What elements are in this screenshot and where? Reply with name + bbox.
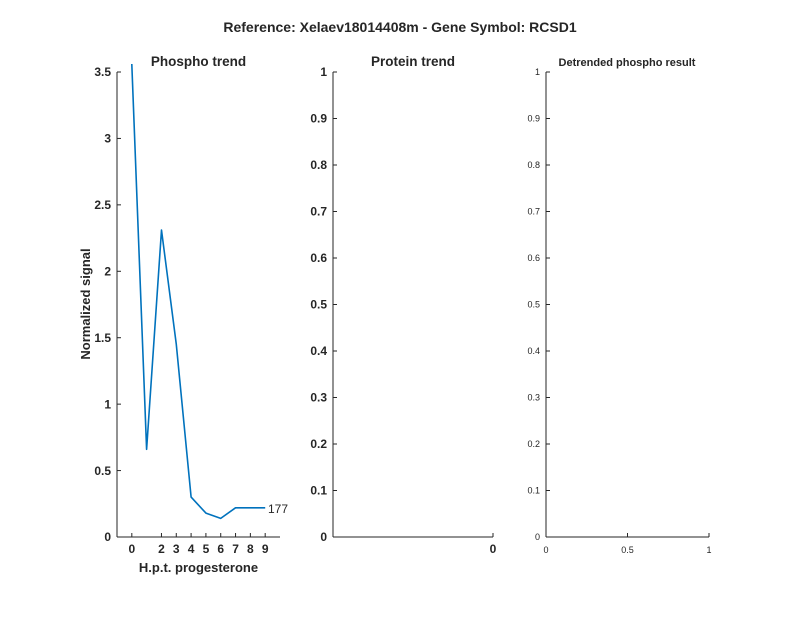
phospho-x-tick-label: 6 xyxy=(217,542,224,556)
protein-y-tick-label: 0.3 xyxy=(310,391,327,405)
phospho-y-tick-label: 0 xyxy=(104,530,111,544)
detrended-x-tick-label: 0.5 xyxy=(621,545,634,555)
panel-phospho-title: Phospho trend xyxy=(151,54,246,69)
phospho-y-axis: 0 0.5 1 1.5 2 2.5 3 3.5 xyxy=(94,65,121,544)
detrended-y-tick-label: 0.3 xyxy=(527,393,540,403)
detrended-y-tick-label: 0.5 xyxy=(527,300,540,310)
phospho-x-tick-label: 0 xyxy=(128,542,135,556)
detrended-x-tick-label: 1 xyxy=(706,545,711,555)
phospho-y-tick-label: 1.5 xyxy=(94,331,111,345)
protein-y-tick-label: 0.8 xyxy=(310,158,327,172)
phospho-y-tick-label: 2 xyxy=(104,264,111,278)
protein-y-tick-label: 0.5 xyxy=(310,298,327,312)
detrended-y-tick-label: 0.7 xyxy=(527,207,540,217)
protein-x-tick-label: 0 xyxy=(490,542,497,556)
panel-detrended-title: Detrended phospho result xyxy=(559,57,696,69)
panel-protein-title: Protein trend xyxy=(371,54,455,69)
phospho-x-tick-label: 9 xyxy=(262,542,269,556)
phospho-series-line xyxy=(131,63,266,520)
protein-y-tick-label: 0.4 xyxy=(310,344,327,358)
phospho-y-tick-label: 3 xyxy=(104,132,111,146)
phospho-x-tick-label: 3 xyxy=(173,542,180,556)
detrended-y-axis: 0 0.1 0.2 0.3 0.4 0.5 0.6 0.7 0.8 0.9 1 xyxy=(527,67,550,542)
phospho-x-tick-label: 7 xyxy=(232,542,239,556)
phospho-x-tick-label: 8 xyxy=(247,542,254,556)
protein-y-tick-label: 0 xyxy=(320,530,327,544)
phospho-y-label: Normalized signal xyxy=(78,248,93,359)
phospho-x-tick-label: 5 xyxy=(203,542,210,556)
detrended-y-tick-label: 0.1 xyxy=(527,486,540,496)
protein-y-axis: 0 0.1 0.2 0.3 0.4 0.5 0.6 0.7 0.8 0.9 1 xyxy=(310,65,337,544)
protein-x-axis: 0 xyxy=(490,533,497,556)
phospho-y-tick-label: 2.5 xyxy=(94,198,111,212)
detrended-x-tick-label: 0 xyxy=(543,545,548,555)
detrended-y-tick-label: 0.6 xyxy=(527,253,540,263)
protein-y-tick-label: 0.9 xyxy=(310,112,327,126)
phospho-y-tick-label: 0.5 xyxy=(94,464,111,478)
protein-y-tick-label: 0.7 xyxy=(310,205,327,219)
phospho-x-label: H.p.t. progesterone xyxy=(139,560,258,575)
figure-title: Reference: Xelaev18014408m - Gene Symbol… xyxy=(223,19,576,35)
phospho-series xyxy=(131,63,266,520)
panel-detrended-phospho: Detrended phospho result 0 0.1 0.2 0.3 0.4 0.… xyxy=(527,57,711,555)
protein-y-tick-label: 1 xyxy=(320,65,327,79)
protein-y-tick-label: 0.2 xyxy=(310,437,327,451)
detrended-x-axis: 0 0.5 1 xyxy=(543,533,712,555)
panel-protein-trend: Protein trend 00.10.20.30.40.50.60.70.80… xyxy=(310,54,496,556)
phospho-x-tick-label: 4 xyxy=(188,542,195,556)
phospho-y-tick-label: 3.5 xyxy=(94,65,111,79)
protein-y-tick-label: 0.6 xyxy=(310,251,327,265)
detrended-y-tick-label: 0.8 xyxy=(527,160,540,170)
phospho-x-tick-label: 2 xyxy=(158,542,165,556)
detrended-y-tick-label: 1 xyxy=(535,67,540,77)
detrended-y-tick-label: 0 xyxy=(535,532,540,542)
detrended-y-tick-label: 0.2 xyxy=(527,439,540,449)
phospho-y-tick-label: 1 xyxy=(104,397,111,411)
detrended-y-tick-label: 0.9 xyxy=(527,114,540,124)
phospho-end-label: 177 xyxy=(268,502,288,516)
protein-y-tick-label: 0.1 xyxy=(310,484,327,498)
detrended-y-tick-label: 0.4 xyxy=(527,346,540,356)
